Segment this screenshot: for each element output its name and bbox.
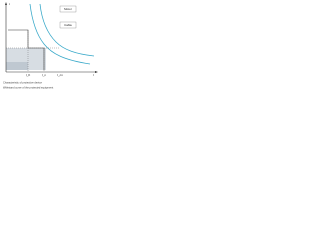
curve bbox=[39, 3, 95, 57]
footnote: Characteristic of protective device bbox=[3, 81, 42, 85]
box-label: Motor bbox=[64, 7, 72, 11]
axis-label: t bbox=[9, 2, 10, 6]
diagram: Motor Cable t I I_K I_n I_cn Characteris… bbox=[0, 0, 100, 97]
arrow bbox=[5, 2, 7, 5]
curve bbox=[29, 3, 91, 65]
point-label: I_K bbox=[26, 73, 31, 77]
point-label: I_cn bbox=[57, 73, 63, 77]
axis-label: I bbox=[93, 73, 94, 77]
box-label: Cable bbox=[64, 23, 72, 27]
label-box bbox=[59, 21, 77, 29]
footnote: Withstand curve of the protected equipme… bbox=[3, 86, 53, 90]
label-box bbox=[59, 5, 77, 13]
arrow bbox=[95, 71, 98, 73]
point-label: I_n bbox=[42, 73, 47, 77]
shaded-region bbox=[6, 62, 28, 70]
